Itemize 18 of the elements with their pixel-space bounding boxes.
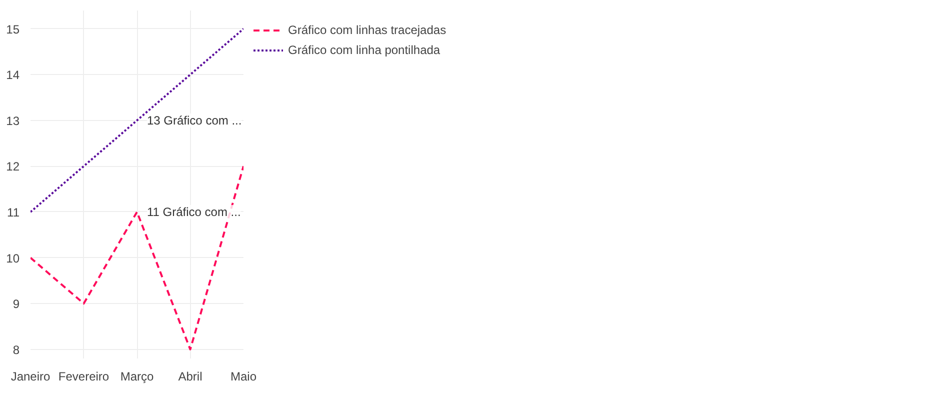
y-tick-label: 8 [12, 342, 20, 357]
y-tick-label: 14 [6, 68, 20, 82]
y-tick-label: 15 [6, 22, 20, 36]
x-tick-label: Março [120, 370, 154, 384]
y-tick-label: 10 [6, 251, 20, 266]
x-tick-label: Abril [178, 370, 202, 384]
annotation: 13 Gráfico com ... [147, 113, 242, 128]
y-tick-label: 11 [7, 205, 20, 220]
legend-label: Gráfico com linha pontilhada [288, 43, 440, 57]
y-tick-label: 13 [6, 114, 20, 128]
y-tick-label: 9 [12, 297, 20, 312]
x-tick-label: Fevereiro [58, 370, 110, 384]
line-series [30, 165, 244, 350]
x-tick-label: Janeiro [10, 370, 51, 384]
y-tick-label: 12 [6, 160, 20, 174]
legend-label: Gráfico com linhas tracejadas [288, 23, 446, 37]
annotation: 11 Gráfico com ... [147, 204, 241, 219]
x-tick-label: Maio [230, 370, 257, 384]
